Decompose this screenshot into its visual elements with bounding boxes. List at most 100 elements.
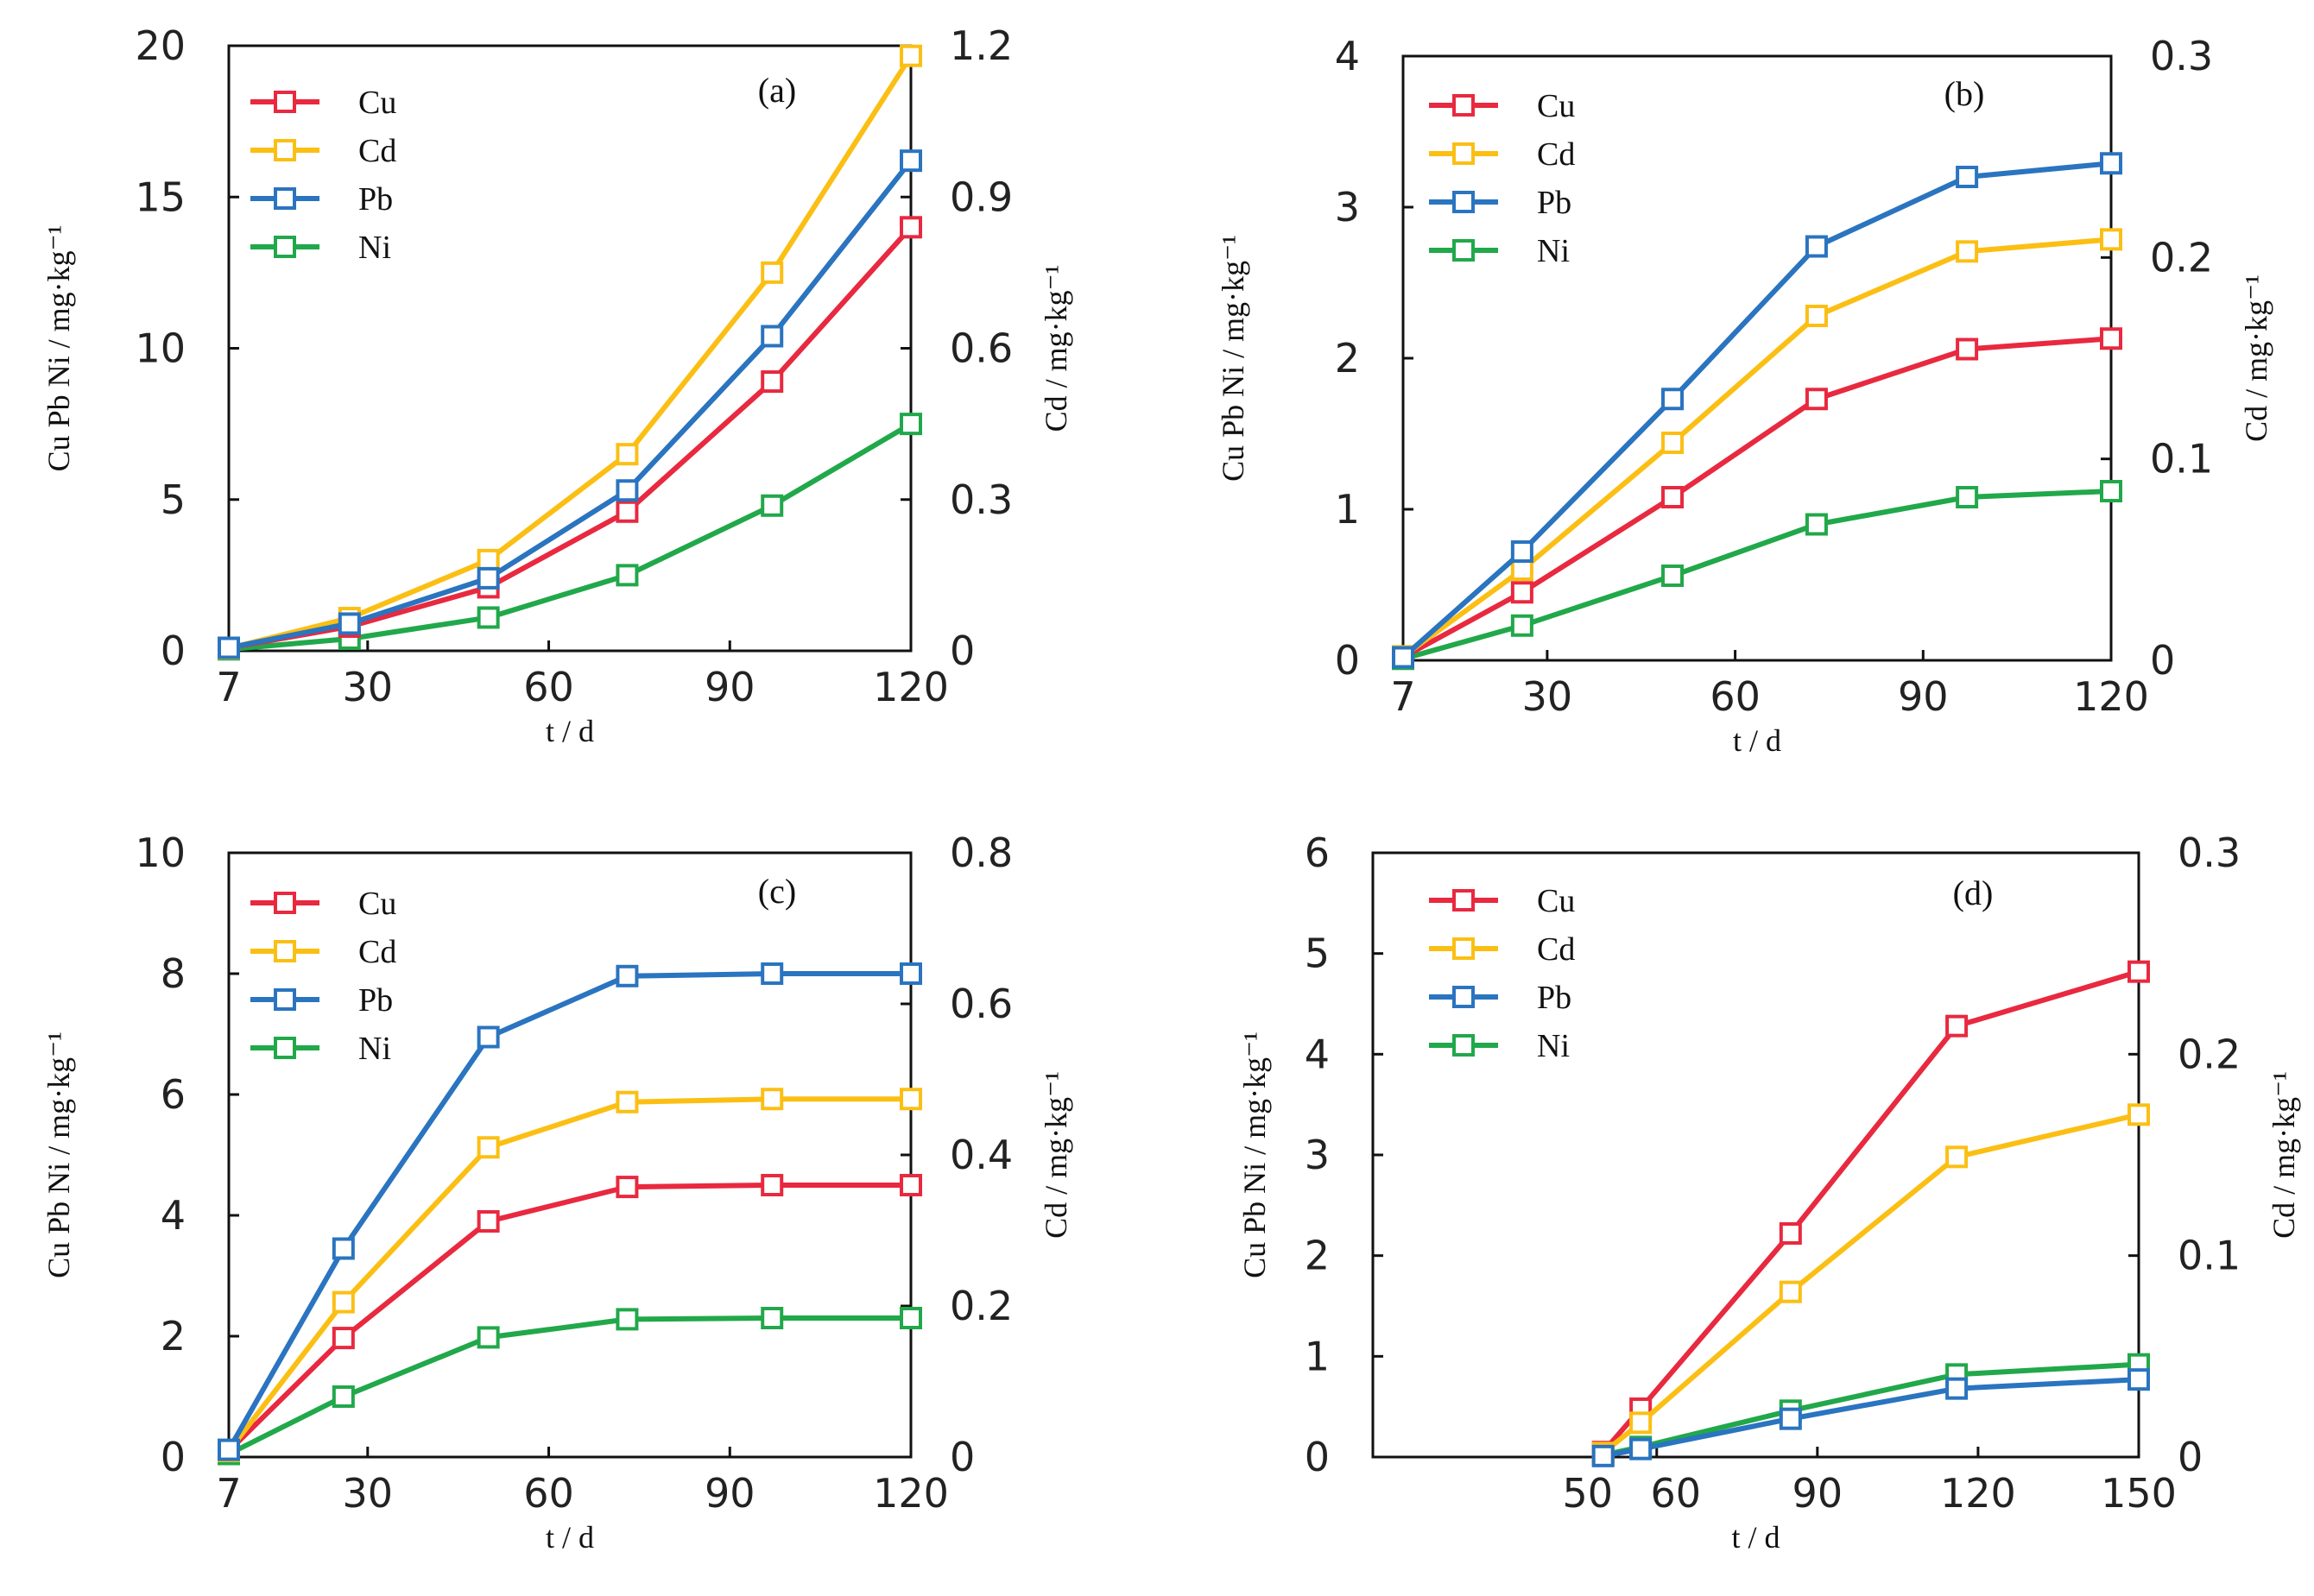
data-point-cu: [616, 500, 639, 523]
y-left-tick-label: 6: [161, 1071, 186, 1118]
data-point-cd: [616, 443, 639, 466]
data-point-pb: [900, 962, 922, 985]
data-point-cd: [2100, 228, 2122, 251]
data-point-ni: [2100, 480, 2122, 502]
legend-label: Pb: [358, 982, 393, 1019]
series-ni: [1392, 480, 2122, 671]
legend-label: Cu: [358, 886, 396, 922]
plot-frame: [227, 851, 913, 1459]
y-right-axis-title: Cd / mg·kg⁻¹: [1039, 1071, 1073, 1239]
y-left-tick-label: 1: [1305, 1333, 1330, 1379]
plot-frame: [1371, 851, 2140, 1459]
y-left-tick-label: 0: [161, 628, 186, 674]
data-point-pb: [1661, 388, 1685, 411]
x-tick-label: 60: [523, 1470, 574, 1517]
series-pb: [1591, 1368, 2150, 1467]
legend-marker: [274, 892, 296, 914]
y-right-tick-label: 0.3: [2150, 33, 2213, 79]
y-left-tick-label: 2: [1305, 1233, 1330, 1279]
data-point-pb: [616, 479, 639, 502]
data-point-ni: [900, 1307, 922, 1329]
data-point-pb: [218, 1438, 240, 1461]
y-right-tick-label: 0.3: [950, 476, 1013, 523]
series-line-cd: [1401, 237, 2112, 659]
data-point-cu: [332, 1327, 355, 1350]
data-point-pb: [1805, 235, 1828, 258]
y-right-tick-label: 0.2: [950, 1283, 1013, 1329]
data-point-pb: [1956, 166, 1979, 188]
y-left-tick-label: 0: [1305, 1434, 1330, 1480]
y-left-tick-label: 2: [161, 1313, 186, 1359]
series-ni: [218, 1307, 922, 1466]
data-point-cu: [2127, 960, 2150, 983]
series-cd: [218, 44, 922, 660]
legend-label: Cu: [1537, 883, 1575, 919]
x-axis-title: t / d: [1731, 1520, 1780, 1555]
plot-frame: [227, 44, 913, 653]
legend: Cu Cd Pb Ni: [250, 85, 396, 266]
y-right-axis-title: Cd / mg·kg⁻¹: [2267, 1071, 2301, 1239]
y-right-tick-label: 0.3: [2178, 830, 2241, 876]
x-tick-label: 90: [1792, 1470, 1843, 1517]
x-tick-label: 60: [523, 664, 574, 710]
data-point-ni: [477, 1326, 500, 1349]
x-axis-title: t / d: [546, 714, 594, 748]
y-right-tick-label: 0: [950, 1434, 975, 1480]
data-point-pb: [477, 566, 500, 590]
x-tick-label: 60: [1710, 673, 1761, 720]
data-point-cu: [900, 1174, 922, 1196]
legend-label: Cu: [1537, 88, 1575, 124]
data-point-cu: [477, 1210, 500, 1233]
x-tick-label: 120: [873, 664, 949, 710]
series-line-cu: [1401, 336, 2112, 660]
data-point-cu: [761, 370, 784, 394]
data-point-cd: [1629, 1411, 1653, 1435]
panel-title: (b): [1944, 74, 1985, 113]
data-point-cd: [477, 548, 500, 571]
x-tick-label: 120: [2073, 673, 2149, 720]
legend-marker: [1452, 142, 1475, 165]
y-left-tick-label: 2: [1335, 335, 1360, 382]
legend-marker: [274, 940, 296, 962]
data-point-cd: [900, 44, 922, 67]
series-cu: [1591, 960, 2150, 1464]
y-left-tick-label: 4: [1305, 1031, 1330, 1077]
data-point-pb: [477, 1025, 500, 1049]
y-left-axis-title: Cu Pb Ni / mg·kg⁻¹: [41, 225, 76, 472]
data-point-cd: [332, 1290, 355, 1314]
data-point-cu: [761, 1174, 784, 1196]
y-right-tick-label: 0.6: [950, 325, 1013, 372]
series-line-pb: [1401, 161, 2112, 659]
y-right-tick-label: 0: [2150, 637, 2175, 684]
legend-marker: [1452, 937, 1475, 960]
data-point-pb: [2127, 1368, 2150, 1391]
data-point-cd: [1945, 1145, 1969, 1169]
data-point-ni: [616, 1308, 639, 1331]
data-point-pb: [218, 636, 240, 659]
data-point-ni: [332, 1385, 355, 1408]
legend-marker: [274, 236, 296, 258]
panel-title: (c): [758, 872, 796, 911]
y-right-tick-label: 0.1: [2150, 436, 2213, 483]
series-line-ni: [227, 1315, 911, 1457]
y-left-tick-label: 15: [135, 173, 186, 220]
x-tick-label: 30: [1522, 673, 1573, 720]
x-axis-title: t / d: [546, 1520, 594, 1555]
x-axis-title: t / d: [1733, 723, 1781, 758]
x-tick-label: 7: [216, 664, 241, 710]
y-left-tick-label: 8: [161, 950, 186, 997]
y-left-tick-label: 4: [1335, 33, 1360, 79]
data-point-cu: [900, 216, 922, 239]
legend-marker: [274, 139, 296, 161]
x-tick-label: 90: [705, 1470, 756, 1517]
series-pb: [1392, 152, 2122, 669]
legend-marker: [1452, 889, 1475, 912]
data-point-ni: [761, 494, 784, 517]
data-point-cu: [1779, 1222, 1802, 1245]
y-left-axis-title: Cu Pb Ni / mg·kg⁻¹: [1237, 1031, 1272, 1278]
legend-marker: [274, 988, 296, 1011]
